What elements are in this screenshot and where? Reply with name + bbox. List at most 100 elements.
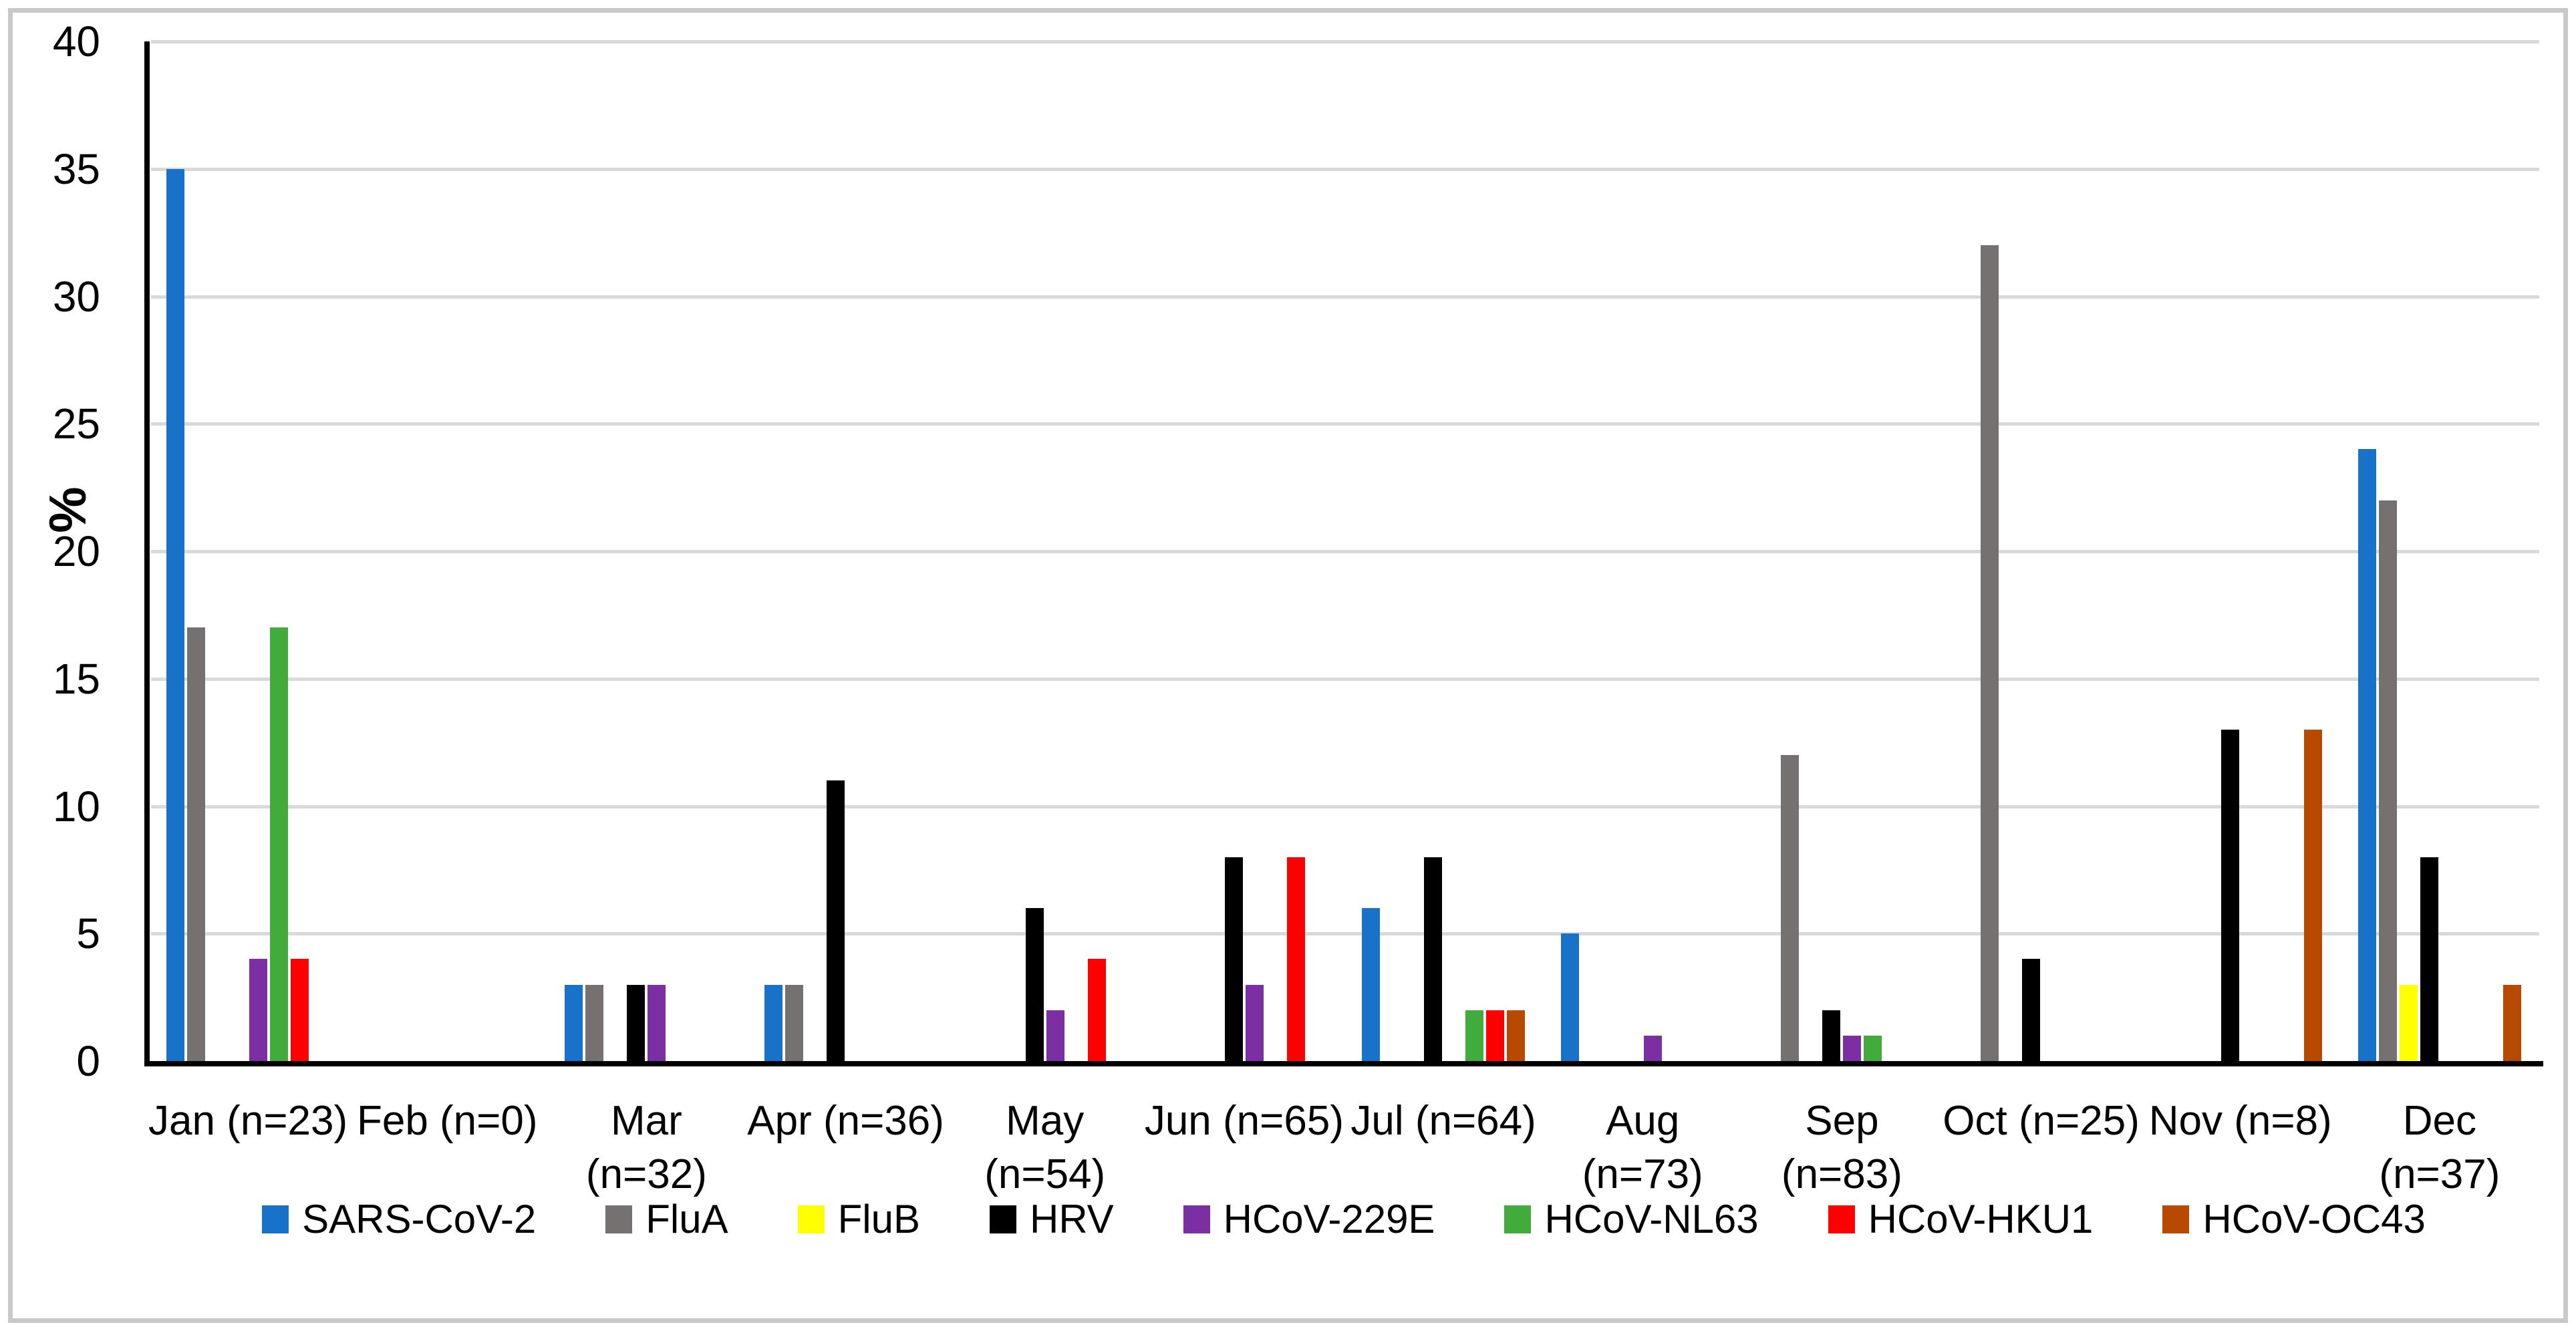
- gridline: [151, 422, 2539, 426]
- legend: SARS-CoV-2 FluA FluB HRV HCoV-229E HCoV-NL63 H…: [148, 1197, 2539, 1241]
- legend-label: SARS-CoV-2: [302, 1197, 537, 1241]
- y-tick-label: 25: [52, 400, 100, 448]
- bar: [826, 780, 845, 1061]
- bar-group: [2340, 41, 2539, 1061]
- gridline: [151, 932, 2539, 936]
- legend-item: HCoV-HKU1: [1828, 1197, 2094, 1241]
- bar: [627, 984, 646, 1061]
- x-tick-label-line: Mar: [611, 1098, 682, 1144]
- legend-label: HCoV-NL63: [1544, 1197, 1759, 1241]
- bar-group: [1344, 41, 1543, 1061]
- x-tick-label-line: Jul (n=64): [1350, 1098, 1536, 1144]
- bar: [2303, 730, 2322, 1061]
- x-tick-label-line: (n=54): [984, 1151, 1106, 1197]
- bar: [1465, 1010, 1484, 1061]
- legend-swatch: [2162, 1205, 2190, 1233]
- x-tick-label-line: Feb (n=0): [356, 1098, 538, 1144]
- legend-item: FluB: [797, 1197, 920, 1241]
- y-tick-label: 0: [76, 1037, 100, 1085]
- y-tick-label: 35: [52, 144, 100, 193]
- y-tick-label: 20: [52, 527, 100, 575]
- x-tick-label-line: Sep (n=83): [1781, 1098, 1902, 1197]
- x-tick-label-line: Aug (n=73): [1582, 1098, 1703, 1197]
- bar: [764, 984, 782, 1061]
- bar: [1507, 1010, 1526, 1061]
- bar-group: [1742, 41, 1941, 1061]
- bar: [1980, 245, 1999, 1061]
- bar: [1362, 908, 1381, 1061]
- bar: [1424, 857, 1443, 1061]
- x-axis-line: [144, 1061, 2543, 1066]
- legend-label: HRV: [1030, 1197, 1114, 1241]
- bar: [2399, 984, 2418, 1061]
- bar: [1561, 933, 1580, 1061]
- legend-swatch: [797, 1205, 825, 1233]
- bar: [2502, 984, 2521, 1061]
- bar: [2378, 500, 2397, 1061]
- x-tick-label: Feb (n=0): [347, 1094, 547, 1148]
- bar: [784, 984, 803, 1061]
- x-tick-label-line: Jun (n=65): [1144, 1098, 1344, 1144]
- legend-item: SARS-CoV-2: [262, 1197, 536, 1241]
- bar: [1046, 1010, 1064, 1061]
- x-tick-label-line: May: [1006, 1098, 1085, 1144]
- bar-group: [547, 41, 746, 1061]
- gridline: [151, 550, 2539, 553]
- bar: [291, 959, 309, 1061]
- legend-swatch: [1504, 1205, 1532, 1233]
- y-axis-line: [144, 41, 150, 1065]
- x-tick-label: Jul (n=64): [1344, 1094, 1543, 1148]
- legend-item: FluA: [605, 1197, 728, 1241]
- legend-item: HRV: [990, 1197, 1114, 1241]
- bar-group: [347, 41, 547, 1061]
- legend-label: FluA: [646, 1197, 728, 1241]
- y-tick-label: 30: [52, 272, 100, 321]
- x-tick-label: Mar (n=32): [547, 1094, 746, 1201]
- bar: [2357, 449, 2376, 1061]
- bar: [1087, 959, 1106, 1061]
- bar-group: [2141, 41, 2340, 1061]
- x-tick-label-line: Dec (n=37): [2379, 1098, 2500, 1197]
- y-tick-label: 5: [76, 909, 100, 958]
- legend-label: HCoV-HKU1: [1868, 1197, 2094, 1241]
- bar: [249, 959, 268, 1061]
- bar: [1025, 908, 1044, 1061]
- bar: [1822, 1010, 1841, 1061]
- bar: [1781, 755, 1800, 1061]
- legend-item: HCoV-OC43: [2162, 1197, 2426, 1241]
- bar-group: [1543, 41, 1742, 1061]
- gridline: [151, 295, 2539, 299]
- gridline: [151, 804, 2539, 808]
- legend-swatch: [990, 1205, 1016, 1233]
- x-tick-label: Apr (n=36): [746, 1094, 946, 1148]
- x-tick-label-line: Nov (n=8): [2148, 1098, 2332, 1144]
- x-tick-label-line: (n=32): [585, 1151, 707, 1197]
- x-tick-label-line: Oct (n=25): [1943, 1098, 2140, 1144]
- bar: [1245, 984, 1264, 1061]
- x-tick-label-line: Apr (n=36): [747, 1098, 944, 1144]
- bar: [1224, 857, 1243, 1061]
- y-tick-label: 40: [52, 17, 100, 65]
- x-tick-label: Aug (n=73): [1543, 1094, 1742, 1201]
- bar: [270, 627, 289, 1061]
- legend-label: FluB: [837, 1197, 920, 1241]
- gridline: [151, 167, 2539, 171]
- bar: [1486, 1010, 1505, 1061]
- bar: [1286, 857, 1305, 1061]
- bar: [1843, 1035, 1862, 1061]
- x-tick-label: Oct (n=25): [1942, 1094, 2141, 1148]
- x-tick-label-line: Jan (n=23): [148, 1098, 348, 1144]
- bar-group: [746, 41, 946, 1061]
- legend-label: HCoV-OC43: [2202, 1197, 2426, 1241]
- bar: [1864, 1035, 1882, 1061]
- x-tick-label: Jan (n=23): [148, 1094, 347, 1148]
- legend-swatch: [262, 1205, 289, 1233]
- bar-group: [1942, 41, 2141, 1061]
- bar-group: [946, 41, 1145, 1061]
- bar: [2221, 730, 2239, 1061]
- x-tick-label: Jun (n=65): [1145, 1094, 1344, 1148]
- chart-border: [8, 8, 2568, 1323]
- legend-swatch: [1183, 1205, 1210, 1233]
- bar: [187, 627, 206, 1061]
